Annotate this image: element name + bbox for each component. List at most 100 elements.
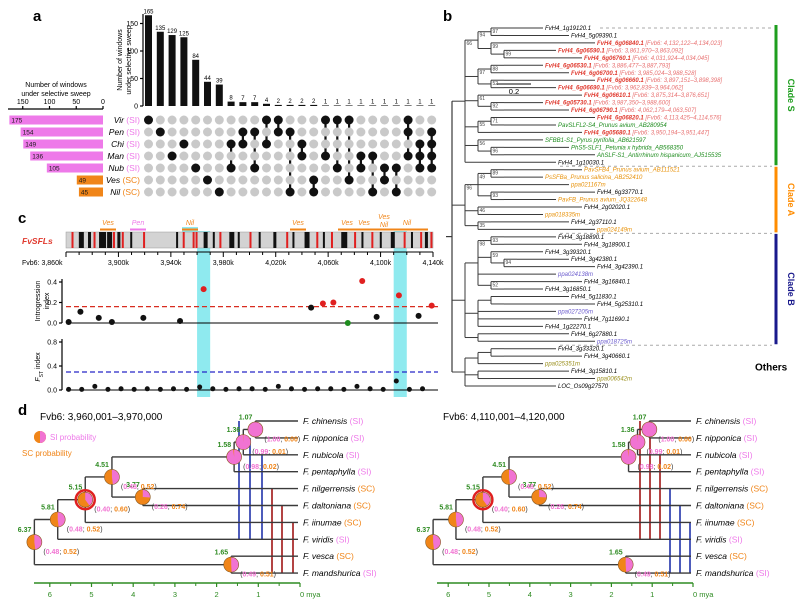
upset-matrix-dot	[238, 187, 248, 197]
upset-matrix-dot	[332, 139, 342, 149]
setsize-bar	[46, 163, 103, 173]
time-axis-tick: 2	[609, 590, 613, 599]
gene-track-band	[78, 232, 84, 248]
upset-matrix-dot	[356, 115, 366, 125]
upset-matrix-dot	[238, 163, 248, 173]
upset-matrix-dot	[238, 175, 248, 185]
upset-bar-value: 84	[192, 54, 199, 60]
upset-matrix-dot	[167, 139, 177, 149]
tree-tip-label: FvH4_6g06610.1 [Fvb6: 3,875,314–3,876,65…	[584, 93, 709, 99]
fst-point	[144, 386, 150, 392]
upset-matrix-dot	[203, 151, 212, 161]
upset-bar	[310, 104, 318, 106]
gene-track-band	[316, 232, 319, 248]
introgression-point	[65, 318, 72, 325]
bootstrap-value: 52	[493, 81, 499, 87]
upset-matrix-dot	[380, 163, 389, 173]
time-axis-tick: 4	[131, 590, 135, 599]
node-probability: (0.99; 0.01)	[252, 449, 288, 456]
tree-tip-label: FvH4_3g15810.1	[571, 369, 617, 375]
upset-matrix-dot	[167, 175, 177, 185]
upset-matrix-dot	[427, 127, 437, 137]
upset-matrix-dot	[203, 163, 212, 173]
node-age: 5.15	[466, 485, 480, 492]
node-age: 1.58	[217, 442, 231, 449]
upset-matrix-dot	[403, 187, 413, 197]
species-label: F. daltoniana (SC)	[696, 501, 764, 511]
upset-bar-value: 1	[395, 99, 399, 105]
upset-bar	[251, 102, 259, 106]
upset-matrix-dot	[344, 187, 354, 197]
upset-matrix-dot	[368, 175, 378, 185]
upset-bar	[428, 105, 436, 106]
tree-tip-label: FvH4_6g06760.1 [Fvb6: 4,031,924–4,034,04…	[584, 56, 709, 62]
setsize-tick: 50	[72, 99, 80, 106]
node-probability: (0.48; 0.52)	[442, 549, 478, 556]
upset-bar	[345, 105, 353, 106]
panel-label-b: b	[443, 8, 453, 25]
species-label: F. nubicola (SI)	[303, 450, 360, 460]
upset-matrix-dot	[214, 175, 224, 185]
upset-matrix-dot	[250, 163, 260, 173]
upset-matrix-dot	[391, 115, 401, 125]
upset-matrix-dot	[427, 115, 437, 125]
upset-y-tick: 100	[126, 49, 138, 56]
upset-matrix-dot	[297, 175, 307, 185]
upset-matrix-dot	[214, 151, 224, 161]
sweep-label: Nil	[380, 222, 389, 229]
upset-matrix-dot	[356, 139, 366, 149]
gene-track-band	[99, 232, 107, 248]
species-label: F. pentaphylla (SI)	[303, 467, 372, 477]
gene-track-band	[371, 232, 374, 248]
upset-matrix-dot	[250, 127, 260, 137]
upset-matrix-dot	[356, 127, 366, 137]
introgression-point	[200, 286, 207, 293]
upset-matrix-dot	[391, 151, 401, 161]
upset-matrix-dot	[285, 163, 295, 173]
upset-matrix-dot	[285, 139, 295, 149]
upset-matrix-dot	[250, 175, 260, 185]
tree-tip-label: PsSFBa_Prunus salicina_AB252410	[545, 175, 643, 181]
legend-sc: SC probability	[22, 449, 72, 458]
upset-matrix-dot	[144, 151, 153, 161]
upset-matrix-dot	[226, 139, 236, 149]
node-probability: (0.26; 0.74)	[152, 504, 188, 511]
fst-point	[210, 386, 216, 392]
upset-bar	[274, 104, 282, 106]
upset-matrix-dot	[332, 175, 342, 185]
fst-point	[223, 386, 229, 392]
tree-tip-label: FvH4_3g42380.1	[571, 257, 617, 263]
upset-matrix-dot	[332, 127, 342, 137]
upset-bar-value: 8	[229, 96, 233, 102]
node-probability: (0.40; 0.60)	[94, 507, 130, 514]
upset-bar-value: 2	[288, 99, 292, 105]
upset-matrix-dot	[214, 163, 224, 173]
upset-matrix-dot	[415, 127, 425, 137]
bootstrap-value: 93	[493, 238, 499, 244]
upset-matrix-dot	[380, 151, 389, 161]
upset-matrix-dot	[167, 187, 177, 197]
upset-matrix-dot	[144, 139, 153, 149]
fst-tick: 0.8	[47, 340, 57, 347]
upset-bar-value: 1	[371, 99, 375, 105]
cyan-highlight-band	[197, 231, 211, 397]
upset-matrix-dot	[427, 163, 437, 173]
tree-tip-label: AhSLF-S1_Antirrhinum hispanicum_AJ515535	[596, 153, 722, 159]
upset-matrix-dot	[297, 187, 307, 197]
tree-tip-label: FvH4_1g22270.1	[545, 324, 591, 330]
upset-bar-value: 1	[359, 99, 363, 105]
upset-bar	[168, 35, 176, 106]
upset-matrix-dot	[191, 187, 201, 197]
setsize-species-label: Vir (SI)	[114, 115, 140, 125]
tree-tip-label: FvH4_6g05680.1 [Fvb6: 3,950,194–3,951,44…	[584, 130, 709, 136]
upset-bar	[369, 105, 377, 106]
upset-matrix-dot	[250, 139, 260, 149]
gene-track-band	[71, 232, 74, 248]
gene-track-band	[212, 232, 215, 248]
fst-point	[157, 386, 163, 392]
upset-matrix-dot	[273, 187, 283, 197]
upset-matrix-dot	[262, 139, 271, 149]
upset-matrix-dot	[309, 151, 319, 161]
gene-track-band	[112, 232, 115, 248]
